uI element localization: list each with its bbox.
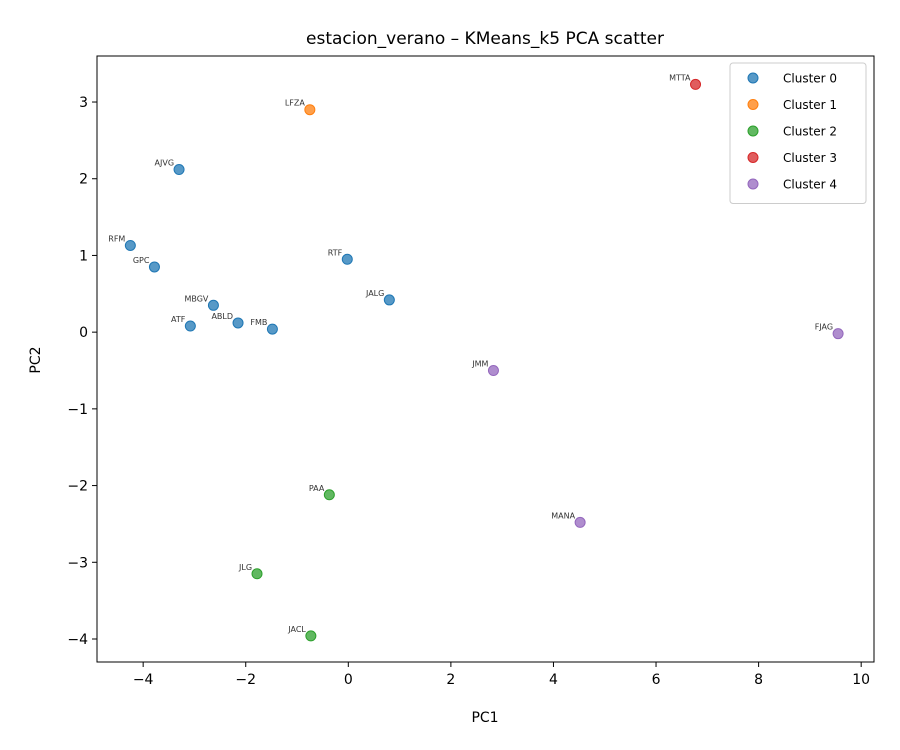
y-tick-label: 2 [79,172,88,188]
data-point-label: JALG [365,289,384,298]
legend-marker [747,152,759,163]
data-point-label: FMB [250,318,267,327]
data-point [690,78,702,90]
legend-entry: Cluster 3 [783,151,837,165]
data-point-label: ATF [171,315,186,324]
series-cluster-0: AJVG RFM GPC MBGV ATF ABLD FMB RTF JALG [108,159,395,335]
series-cluster-4: JMM MANA FJAG [471,323,844,528]
data-point [487,365,499,377]
x-tick-label: 2 [446,672,455,688]
legend: Cluster 0 Cluster 1 Cluster 2 Cluster 3 Clus… [729,62,867,204]
data-point [173,164,185,176]
data-point [148,261,160,273]
series-cluster-1: LFZA [285,99,316,116]
data-point [124,239,136,251]
data-point [305,630,317,642]
data-point [304,104,316,116]
x-tick-label: 4 [549,672,558,688]
legend-marker [747,99,759,110]
y-tick-label: 0 [79,325,88,341]
x-tick-label: 8 [754,672,763,688]
data-point [574,516,586,528]
legend-marker [747,125,759,137]
data-point-label: FJAG [815,323,833,332]
data-point [383,294,395,306]
legend-entry: Cluster 1 [783,98,837,112]
data-point [232,317,244,329]
data-point-label: MTTA [669,73,691,82]
legend-entry: Cluster 2 [783,125,837,139]
y-tick-label: −3 [67,555,88,571]
data-point-label: PAA [309,484,325,493]
series-cluster-2: PAA JLG JACL [238,484,335,642]
data-point-label: JLG [238,563,252,572]
x-tick-label: −4 [133,672,154,688]
data-point-label: LFZA [285,99,306,108]
plot-frame [96,55,875,663]
data-point [207,299,219,311]
data-point-label: JMM [471,360,488,369]
data-point [341,253,353,265]
x-tick-label: 10 [852,672,870,688]
data-point [251,568,263,580]
data-point [266,323,278,335]
x-axis-label: PC1 [471,710,498,726]
data-point-label: MBGV [184,294,208,303]
data-point-label: ABLD [211,312,233,321]
legend-box [729,62,867,204]
legend-marker [747,72,759,84]
data-point-label: JACL [287,625,306,634]
chart-title: estacion_verano – KMeans_k5 PCA scatter [306,29,664,49]
data-point-label: MANA [551,511,575,520]
data-point-label: RTF [328,248,343,257]
data-point [184,320,196,332]
y-tick-label: −4 [67,632,88,648]
y-tick-label: 1 [79,248,88,264]
y-tick-label: 3 [79,95,88,111]
series-cluster-3: MTTA [669,73,702,90]
legend-marker [747,178,759,190]
x-tick-label: 6 [652,672,661,688]
y-tick-label: −2 [67,479,88,495]
y-axis-label: PC2 [28,346,44,373]
plot-area: −4 −2 0 2 4 6 8 10 −4 −3 −2 −1 0 1 2 3 AJVG RFM GPC MBGV ATF… [67,55,875,688]
x-tick-label: −2 [235,672,256,688]
x-tick-label: 0 [344,672,353,688]
data-point [832,328,844,340]
data-point [323,489,335,501]
legend-entry: Cluster 4 [783,178,837,192]
data-point-label: AJVG [155,159,175,168]
legend-entry: Cluster 0 [783,72,837,86]
data-point-label: RFM [108,234,125,243]
y-tick-label: −1 [67,402,88,418]
data-point-label: GPC [133,256,150,265]
